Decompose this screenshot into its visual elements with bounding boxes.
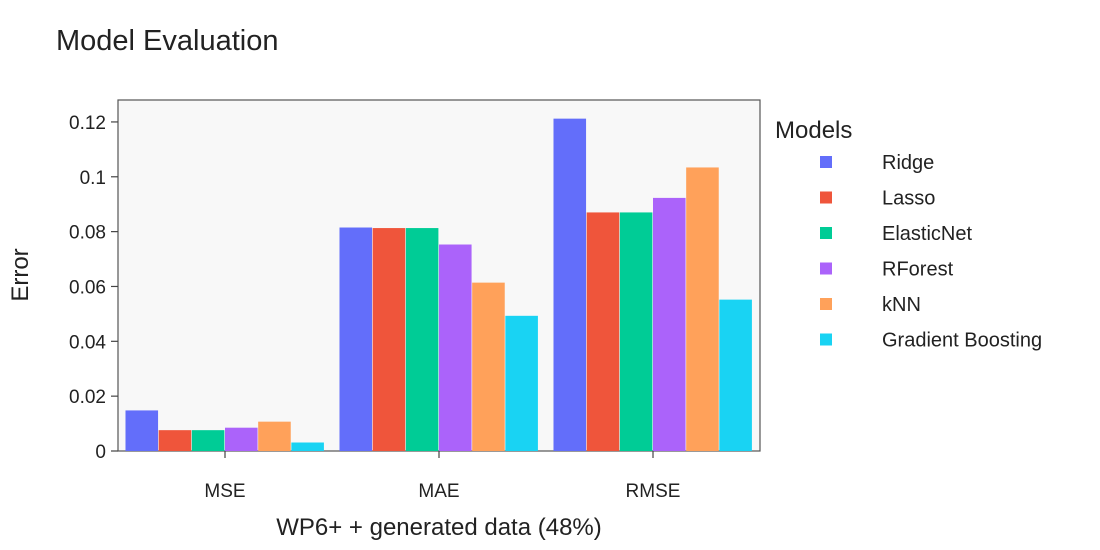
bar-rforest-mae: [439, 244, 472, 451]
legend-title: Models: [775, 117, 852, 144]
bar-gradient-boosting-rmse: [719, 299, 752, 451]
x-axis: MSE MAE RMSE: [204, 451, 680, 502]
legend-swatch: [820, 262, 832, 275]
y-tick-label: 0.1: [80, 168, 106, 189]
bar-gradient-boosting-mae: [505, 315, 538, 451]
bar-elasticnet-rmse: [619, 212, 653, 451]
legend-label: ElasticNet: [882, 223, 972, 245]
x-tick-label: MSE: [204, 481, 245, 502]
y-tick-label: 0.06: [69, 277, 106, 298]
y-tick-label: 0.12: [69, 113, 106, 134]
y-axis: 0 0.02 0.04 0.06 0.08 0.1 0.12: [69, 113, 118, 463]
legend-label: RForest: [882, 259, 954, 281]
bar-ridge-mse: [125, 410, 159, 451]
y-tick-label: 0.08: [69, 223, 106, 244]
legend-swatch: [820, 227, 832, 239]
bar-rforest-mse: [225, 427, 258, 451]
legend-swatch: [820, 156, 832, 168]
bar-ridge-rmse: [553, 118, 587, 451]
legend-swatch: [820, 298, 832, 310]
legend-label: Ridge: [882, 152, 934, 174]
bar-knn-mse: [258, 421, 291, 451]
legend-label: Lasso: [882, 188, 935, 210]
bars-group: [125, 118, 752, 451]
x-tick-label: MAE: [418, 481, 459, 502]
bar-lasso-rmse: [586, 212, 620, 451]
bar-lasso-mae: [372, 228, 406, 451]
bar-ridge-mae: [339, 227, 373, 451]
bar-elasticnet-mae: [405, 228, 439, 451]
bar-lasso-mse: [158, 430, 192, 451]
legend: Models Ridge Lasso ElasticNet RForest kNN Gra…: [775, 117, 1042, 352]
legend-swatch: [820, 333, 832, 346]
y-tick-label: 0: [95, 442, 106, 463]
y-axis-label: Error: [7, 248, 34, 301]
legend-label: kNN: [882, 294, 921, 316]
bar-elasticnet-mse: [191, 430, 225, 451]
bar-knn-rmse: [686, 167, 719, 451]
legend-label: Gradient Boosting: [882, 330, 1042, 352]
y-tick-label: 0.02: [69, 387, 106, 408]
y-tick-label: 0.04: [69, 332, 106, 353]
bar-gradient-boosting-mse: [291, 442, 324, 451]
x-tick-label: RMSE: [626, 481, 681, 502]
x-axis-label: WP6+ + generated data (48%): [276, 514, 602, 541]
legend-swatch: [820, 191, 832, 204]
chart-title: Model Evaluation: [56, 25, 278, 57]
bar-rforest-rmse: [653, 197, 686, 451]
bar-knn-mae: [472, 282, 505, 451]
